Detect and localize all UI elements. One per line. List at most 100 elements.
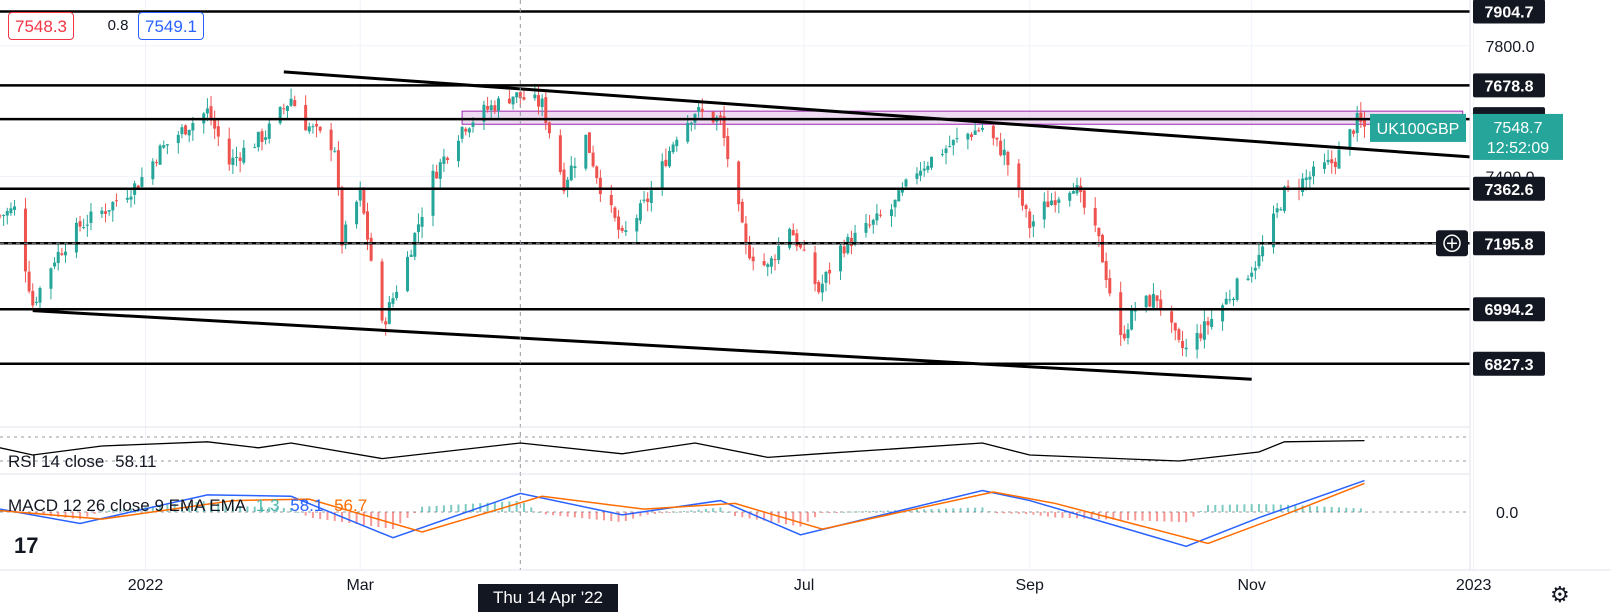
macd-hist-bar (1272, 504, 1275, 512)
candle (617, 216, 621, 230)
candle (486, 105, 490, 110)
macd-hist-bar (210, 501, 213, 512)
rsi-pane (0, 436, 1470, 462)
candle (260, 131, 264, 142)
macd-hist-bar (734, 512, 736, 517)
symbol-label: UK100GBP (1377, 121, 1460, 138)
macd-hist-bar (1279, 504, 1282, 512)
candle (591, 152, 595, 167)
macd-hist-bar (857, 511, 860, 513)
macd-hist-bar (362, 512, 365, 526)
rsi-legend[interactable]: RSI 14 close 58.11 (8, 452, 156, 472)
candle (915, 173, 919, 179)
plus-icon-ring (1443, 234, 1461, 253)
candle (624, 230, 628, 233)
macd-hist-bar (799, 512, 802, 527)
candle (638, 203, 642, 221)
candle (311, 126, 315, 128)
gear-icon[interactable]: ⚙ (1550, 582, 1570, 607)
candle (1104, 261, 1108, 280)
macd-hist-bar (1352, 508, 1355, 512)
ask-price[interactable]: 7549.1 (138, 12, 204, 40)
candle (1031, 221, 1035, 227)
candle (562, 169, 566, 192)
candle (748, 245, 752, 259)
candle (511, 96, 515, 105)
candle (598, 177, 602, 195)
candle (1002, 149, 1006, 156)
macd-hist-bar (974, 507, 977, 512)
macd-hist-bar (879, 510, 882, 512)
macd-hist-bar (806, 512, 809, 522)
candle (1006, 151, 1010, 166)
macd-hist-bar (1250, 504, 1253, 512)
macd-hist-bar (981, 507, 984, 512)
candle (125, 197, 129, 200)
candle (1312, 166, 1316, 177)
candle (537, 95, 541, 107)
tradingview-logo-icon[interactable]: 17 (14, 533, 39, 558)
macd-hist-bar (748, 512, 751, 519)
bid-price[interactable]: 7548.3 (8, 12, 74, 40)
candle (1355, 113, 1359, 134)
candle (813, 252, 817, 285)
candle (256, 131, 260, 148)
candle (85, 224, 89, 226)
macd-hist-bar (1323, 506, 1326, 512)
macd-hist-bar (1134, 512, 1137, 521)
macd-hist-bar (275, 507, 278, 512)
macd-hist-bar (872, 510, 875, 512)
macd-hist-bar (675, 511, 678, 513)
macd-legend[interactable]: MACD 12 26 close 9 EMA EMA 1.3 58.1 56.7 (8, 496, 367, 516)
level-label: 7904.7 (1485, 5, 1534, 22)
macd-hist-bar (646, 512, 649, 515)
candle (999, 140, 1003, 156)
symbol-tag (1370, 113, 1466, 142)
candle (613, 207, 617, 218)
macd-hist-bar (1032, 512, 1035, 515)
macd-hist-bar (1214, 504, 1217, 512)
macd-hist-bar (268, 507, 271, 512)
level-tag (1473, 73, 1545, 98)
candle (165, 144, 169, 146)
resistance-zone-rect (461, 110, 1464, 125)
candle (235, 156, 239, 158)
macd-hist-bar (1068, 512, 1071, 519)
macd-hist-bar (217, 502, 220, 512)
candle (1279, 209, 1283, 211)
candle (944, 148, 948, 154)
candle (187, 129, 191, 136)
candle (868, 224, 872, 226)
candle (136, 185, 140, 189)
candle (1221, 305, 1225, 322)
candle (1046, 201, 1050, 208)
macd-hist-bar (683, 511, 686, 513)
macd-hist-bar (239, 505, 242, 512)
candle (926, 165, 930, 170)
candle (897, 190, 901, 202)
candle (289, 98, 293, 106)
candle (798, 244, 802, 248)
macd-hist-bar (166, 504, 169, 512)
macd-hist-bar (442, 505, 445, 512)
candle (900, 187, 904, 193)
candle (547, 122, 551, 134)
candle (766, 264, 770, 267)
candle (456, 140, 460, 162)
candle (515, 92, 519, 98)
macd-hist-bar (326, 512, 329, 520)
candle (1231, 298, 1235, 301)
macd-hist-bar (581, 512, 584, 519)
candle (282, 108, 286, 110)
macd-hist-bar (464, 504, 467, 512)
candle (9, 208, 13, 214)
level-tag (1473, 351, 1545, 376)
candle (362, 188, 366, 214)
macd-hist-bar (1025, 512, 1028, 515)
candle (1337, 149, 1341, 169)
candle (387, 302, 391, 324)
trendline (32, 309, 1252, 381)
macd-hist-bar (57, 512, 60, 517)
candle (1246, 278, 1250, 281)
